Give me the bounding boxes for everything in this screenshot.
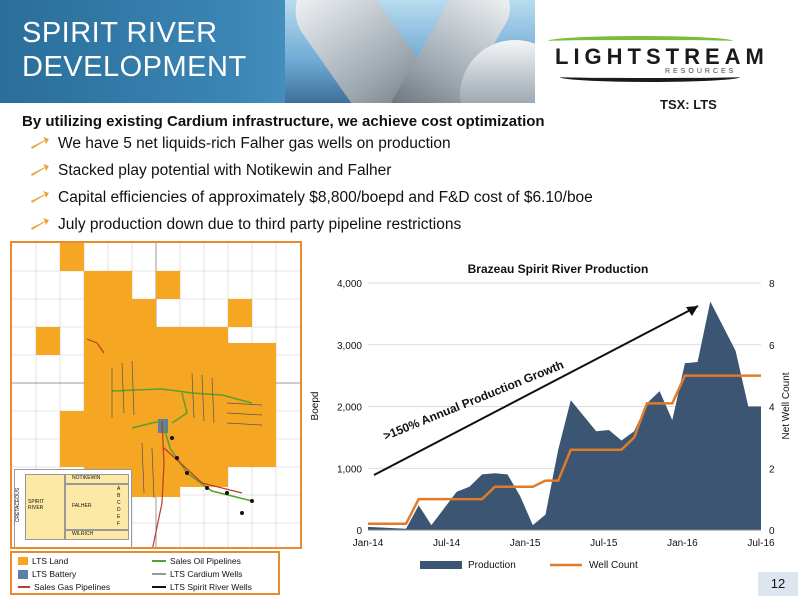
header-banner: SPIRIT RIVER DEVELOPMENT	[0, 0, 535, 103]
plot-area: 0 1,000 2,000 3,000 4,000 0 2 4 6 8 Jan-14 Jul-14 Ja…	[337, 279, 775, 549]
stratigraphy-inset: CRETACEOUS SPIRIT RIVER NOTIKEWIN FALHER…	[14, 469, 132, 547]
legend-wellcount-label: Well Count	[589, 560, 638, 571]
bullet-text: Capital efficiencies of approximately $8…	[58, 189, 593, 206]
chart-svg: Brazeau Spirit River Production Boepd Ne…	[310, 262, 792, 571]
spirit-river-well-icon	[152, 586, 166, 588]
y-tick-label: 0	[356, 526, 362, 537]
y2-tick-label: 2	[769, 464, 775, 475]
title-line-1: SPIRIT RIVER	[22, 17, 218, 49]
chart-title: Brazeau Spirit River Production	[468, 262, 649, 276]
sub-letter: B	[117, 493, 121, 499]
bullet-item: Capital efficiencies of approximately $8…	[30, 188, 593, 215]
lts-land-parcels	[36, 243, 276, 497]
notikewin-label: NOTIKEWIN	[72, 475, 101, 481]
y-tick-label: 3,000	[337, 341, 362, 352]
arrow-bullet-icon	[31, 137, 49, 149]
falher-block: FALHER	[65, 484, 129, 530]
y2-axis-label: Net Well Count	[781, 372, 792, 439]
stock-ticker: TSX: LTS	[660, 97, 717, 112]
bullet-text: July production down due to third party …	[58, 216, 462, 233]
company-logo: LIGHTSTREAM	[555, 44, 769, 69]
spirit-river-label: SPIRIT RIVER	[28, 499, 45, 511]
x-tick-label: Jan-14	[353, 538, 384, 549]
legend-battery: LTS Battery	[18, 569, 76, 579]
legend-label: Sales Gas Pipelines	[34, 582, 111, 592]
production-chart: Brazeau Spirit River Production Boepd Ne…	[300, 256, 800, 586]
x-tick-label: Jul-15	[590, 538, 618, 549]
y2-tick-label: 8	[769, 279, 775, 290]
legend-label: LTS Cardium Wells	[170, 569, 243, 579]
logo-area	[535, 0, 800, 103]
battery-icon	[18, 569, 28, 579]
legend-production-label: Production	[468, 560, 516, 571]
title-line-2: DEVELOPMENT	[22, 51, 247, 83]
legend-gas: Sales Gas Pipelines	[18, 582, 110, 592]
bullet-item: We have 5 net liquids-rich Falher gas we…	[30, 134, 593, 161]
well-count-line	[368, 374, 761, 526]
sub-letters: A B C D E F	[117, 486, 121, 528]
wilrich-block: WILRICH	[65, 530, 129, 540]
bullet-text: Stacked play potential with Notikewin an…	[58, 162, 392, 179]
x-tick-label: Jul-14	[433, 538, 461, 549]
bullet-text: We have 5 net liquids-rich Falher gas we…	[58, 135, 451, 152]
cretaceous-label: CRETACEOUS	[15, 487, 22, 523]
cardium-well-icon	[152, 573, 166, 575]
legend-oil: Sales Oil Pipelines	[152, 556, 241, 566]
y-tick-label: 2,000	[337, 403, 362, 414]
page-number: 12	[758, 572, 798, 596]
chart-legend: Production Well Count	[420, 560, 638, 571]
logo-swoosh-icon	[560, 72, 740, 82]
slide-subtitle: By utilizing existing Cardium infrastruc…	[22, 113, 545, 130]
y-tick-label: 4,000	[337, 279, 362, 290]
legend-production-swatch	[420, 561, 462, 569]
y-axis-label: Boepd	[310, 392, 321, 421]
legend-spirit-river: LTS Spirit River Wells	[152, 582, 252, 592]
spirit-river-block: SPIRIT RIVER	[25, 474, 65, 540]
falher-label: FALHER	[72, 503, 92, 509]
arrow-bullet-icon	[31, 191, 49, 203]
page-title: SPIRIT RIVER DEVELOPMENT	[22, 16, 247, 84]
y2-tick-label: 0	[769, 526, 775, 537]
arrow-head-icon	[686, 306, 698, 316]
x-tick-label: Jan-15	[510, 538, 541, 549]
land-swatch-icon	[18, 557, 28, 565]
legend-label: LTS Spirit River Wells	[170, 582, 252, 592]
sub-letter: A	[117, 486, 121, 492]
map-legend: LTS Land LTS Battery Sales Gas Pipelines…	[10, 551, 280, 595]
legend-cardium: LTS Cardium Wells	[152, 569, 242, 579]
growth-arrow	[373, 305, 699, 476]
arrow-bullet-icon	[31, 218, 49, 230]
bullet-list: We have 5 net liquids-rich Falher gas we…	[30, 134, 593, 242]
wilrich-label: WILRICH	[72, 531, 94, 537]
sub-letter: F	[117, 521, 121, 527]
notikewin-block: NOTIKEWIN	[65, 474, 129, 484]
y2-tick-label: 6	[769, 341, 775, 352]
logo-swoosh-icon	[548, 36, 733, 46]
bullet-item: July production down due to third party …	[30, 215, 593, 242]
bullet-item: Stacked play potential with Notikewin an…	[30, 161, 593, 188]
legend-label: LTS Battery	[32, 569, 77, 579]
x-tick-label: Jan-16	[667, 538, 698, 549]
x-tick-label: Jul-16	[747, 538, 775, 549]
land-map: CRETACEOUS SPIRIT RIVER NOTIKEWIN FALHER…	[10, 241, 302, 549]
sub-letter: C	[117, 500, 121, 506]
oil-line-icon	[152, 560, 166, 562]
gas-line-icon	[18, 586, 30, 588]
y-tick-label: 1,000	[337, 464, 362, 475]
well-paths	[111, 360, 263, 499]
legend-label: LTS Land	[32, 556, 69, 566]
production-area	[368, 301, 761, 530]
arrow-bullet-icon	[31, 164, 49, 176]
y2-tick-label: 4	[769, 403, 775, 414]
legend-land: LTS Land	[18, 556, 68, 566]
spirit-river-wells	[170, 436, 254, 515]
sub-letter: E	[117, 514, 121, 520]
growth-annotation: >150% Annual Production Growth	[381, 358, 565, 443]
legend-label: Sales Oil Pipelines	[170, 556, 241, 566]
map-canvas	[12, 243, 300, 547]
sub-letter: D	[117, 507, 121, 513]
